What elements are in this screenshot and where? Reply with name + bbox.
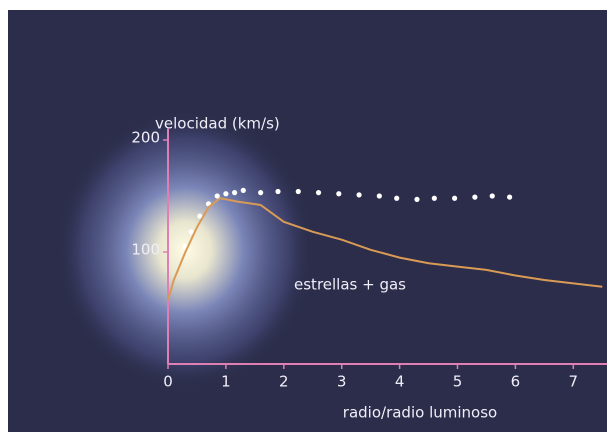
- data-point: [394, 196, 399, 201]
- data-point: [490, 193, 495, 198]
- x-tick-label: 7: [569, 373, 579, 391]
- x-tick-label: 6: [511, 373, 521, 391]
- data-point: [258, 190, 263, 195]
- x-tick-label: 5: [453, 373, 463, 391]
- data-point: [223, 191, 228, 196]
- data-point: [316, 190, 321, 195]
- y-tick-label: 100: [131, 241, 160, 259]
- chart: velocidad (km/s) radio/radio luminoso es…: [0, 0, 607, 432]
- x-tick-label: 4: [395, 373, 405, 391]
- x-tick-label: 3: [337, 373, 347, 391]
- series-label: estrellas + gas: [294, 276, 406, 294]
- data-point: [296, 189, 301, 194]
- data-point: [356, 192, 361, 197]
- data-point: [377, 193, 382, 198]
- x-tick-label: 1: [221, 373, 231, 391]
- x-axis-label: radio/radio luminoso: [343, 404, 497, 422]
- y-axis-label: velocidad (km/s): [155, 115, 280, 133]
- data-point: [232, 190, 237, 195]
- data-point: [472, 195, 477, 200]
- x-tick-label: 0: [163, 373, 173, 391]
- data-point: [275, 189, 280, 194]
- data-point: [414, 197, 419, 202]
- y-tick-label: 200: [131, 129, 160, 147]
- x-tick-label: 2: [279, 373, 289, 391]
- data-point: [432, 196, 437, 201]
- data-point: [507, 195, 512, 200]
- data-point: [452, 196, 457, 201]
- data-point: [336, 191, 341, 196]
- data-point: [241, 188, 246, 193]
- galaxy: [55, 110, 315, 390]
